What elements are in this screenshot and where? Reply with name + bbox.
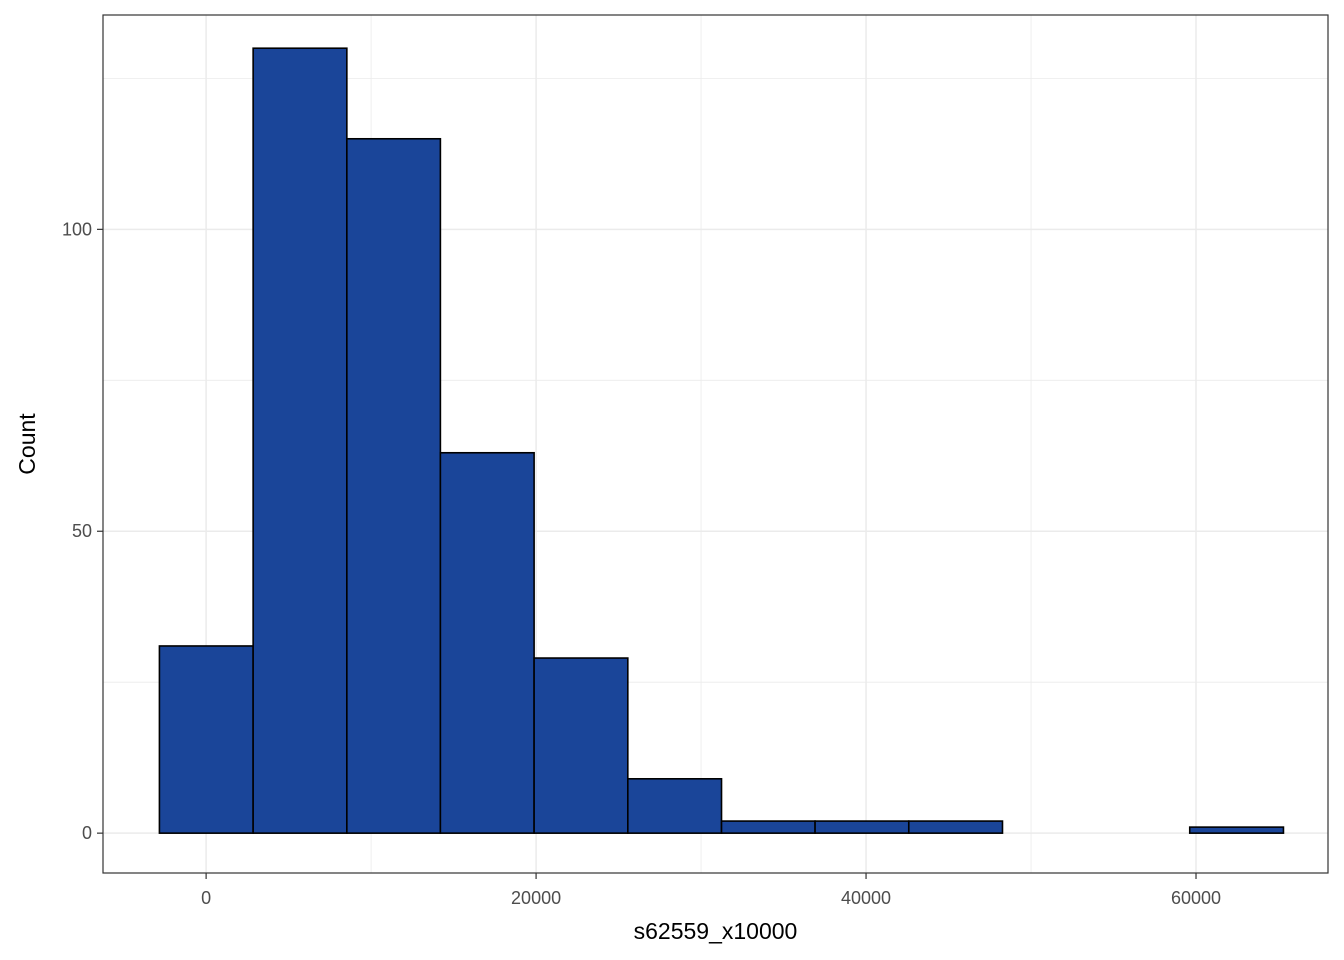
y-tick-label: 0	[82, 823, 92, 843]
histogram-bar	[439, 451, 535, 834]
panel-border	[102, 14, 1329, 874]
x-tick-label: 40000	[841, 888, 891, 908]
histogram-bar	[1188, 826, 1285, 834]
x-tick-label: 0	[201, 888, 211, 908]
x-axis-ticks: 0 20000 40000 60000	[201, 873, 1221, 908]
y-axis-title: Count	[14, 413, 40, 475]
y-axis-ticks: 0 50 100	[62, 219, 103, 843]
histogram-bar	[814, 820, 910, 834]
histogram-bar	[533, 657, 629, 834]
histogram-bar	[907, 820, 1004, 834]
histogram-bar	[252, 47, 348, 834]
x-axis-title: s62559_x10000	[634, 918, 798, 944]
histogram-bar	[627, 778, 723, 834]
histogram-bar	[158, 645, 254, 834]
histogram-bar	[720, 820, 816, 834]
y-tick-label: 100	[62, 219, 92, 239]
y-tick-label: 50	[72, 521, 92, 541]
x-tick-label: 20000	[511, 888, 561, 908]
x-tick-label: 60000	[1171, 888, 1221, 908]
histogram-bar	[346, 137, 442, 834]
histogram-bars	[158, 47, 1285, 834]
